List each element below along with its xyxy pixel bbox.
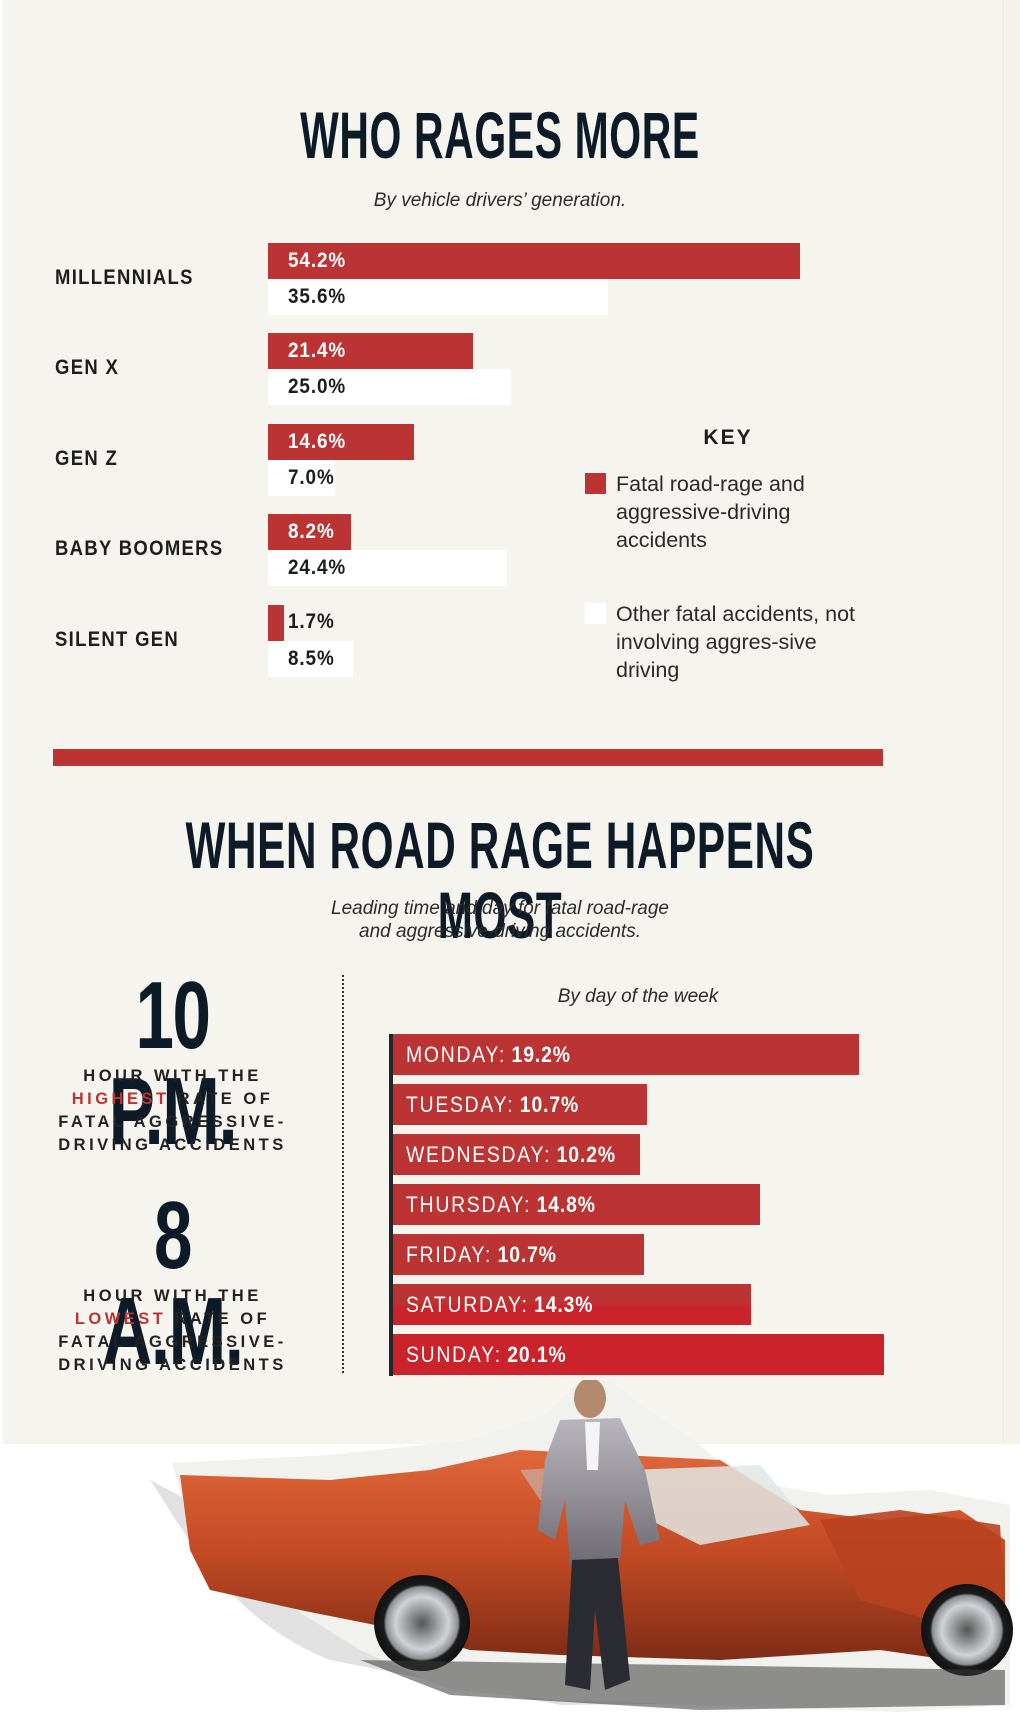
day-chart-axis (389, 1034, 393, 1376)
bar-road-rage-silent-gen (268, 605, 284, 641)
legend-swatch-red (585, 473, 606, 494)
section1-title: WHO RAGES MORE (300, 98, 700, 172)
bar-other-baby-boomers: 24.4% (268, 550, 507, 586)
bar-road-rage-gen-x: 21.4% (268, 333, 473, 369)
caption-text: RATE OF (169, 1090, 274, 1108)
value-road-rage-silent-gen: 1.7% (288, 610, 335, 633)
legend-label-road-rage: Fatal road-rage and aggressive-driving a… (616, 472, 805, 552)
gen-label-silent-gen: SILENT GEN (55, 628, 180, 651)
bar-other-millennials: 35.6% (268, 279, 608, 315)
dotted-divider (342, 975, 344, 1373)
section2-title: WHEN ROAD RAGE HAPPENS MOST (185, 808, 815, 952)
day-bar-wednesday: WEDNESDAY: 10.2% (393, 1134, 640, 1175)
wrecked-car-photo (150, 1380, 1013, 1712)
gen-label-baby-boomers: BABY BOOMERS (55, 537, 224, 560)
bar-road-rage-gen-z: 14.6% (268, 424, 414, 460)
caption-line: HOUR WITH THE (83, 1067, 262, 1085)
legend-label-other: Other fatal accidents, not involving agg… (616, 602, 856, 682)
bar-other-gen-z: 7.0% (268, 460, 335, 496)
day-bar-friday: FRIDAY: 10.7% (393, 1234, 644, 1275)
caption-line: FATAL AGGRESSIVE- (58, 1113, 287, 1131)
highest-highlight: HIGHEST (71, 1090, 170, 1108)
page-edge (1003, 0, 1020, 1444)
bar-road-rage-baby-boomers: 8.2% (268, 514, 351, 550)
day-bar-sunday: SUNDAY: 20.1% (393, 1334, 884, 1375)
day-chart-subtitle: By day of the week (557, 986, 719, 1007)
bar-other-gen-x: 25.0% (268, 369, 511, 405)
lowest-hour-caption: HOUR WITH THE LOWEST RATE OF FATAL AGGRE… (40, 1285, 305, 1377)
caption-line: DRIVING ACCIDENTS (58, 1136, 287, 1154)
highest-hour-caption: HOUR WITH THE HIGHEST RATE OF FATAL AGGR… (40, 1065, 305, 1157)
day-bar-thursday: THURSDAY: 14.8% (393, 1184, 760, 1225)
bar-other-silent-gen: 8.5% (268, 641, 353, 677)
caption-line: DRIVING ACCIDENTS (58, 1356, 287, 1374)
caption-text: RATE OF (166, 1310, 271, 1328)
caption-line: LOWEST RATE OF (40, 1308, 305, 1331)
legend-swatch-white (585, 603, 606, 624)
gen-label-millennials: MILLENNIALS (55, 266, 194, 289)
bar-road-rage-millennials: 54.2% (268, 243, 800, 279)
lowest-highlight: LOWEST (74, 1310, 167, 1328)
gen-label-gen-z: GEN Z (55, 447, 119, 470)
caption-line: HIGHEST RATE OF (40, 1088, 305, 1111)
day-bar-saturday: SATURDAY: 14.3% (393, 1284, 751, 1325)
day-bar-monday: MONDAY: 19.2% (393, 1034, 859, 1075)
day-bar-tuesday: TUESDAY: 10.7% (393, 1084, 647, 1125)
section1-subtitle: By vehicle drivers’ generation. (373, 190, 627, 211)
section2-subtitle-line1: Leading time and day for fatal road-rage (331, 898, 669, 919)
caption-line: FATAL AGGRESSIVE- (58, 1333, 287, 1351)
caption-line: HOUR WITH THE (83, 1287, 262, 1305)
gen-label-gen-x: GEN X (55, 356, 120, 379)
highest-hour-value: 10 P.M. (108, 962, 238, 1165)
legend-title: KEY (703, 426, 753, 449)
section-divider (53, 749, 883, 766)
lowest-hour-value: 8 A.M. (102, 1182, 244, 1385)
section2-subtitle-line2: and aggressive-driving accidents. (359, 921, 641, 942)
